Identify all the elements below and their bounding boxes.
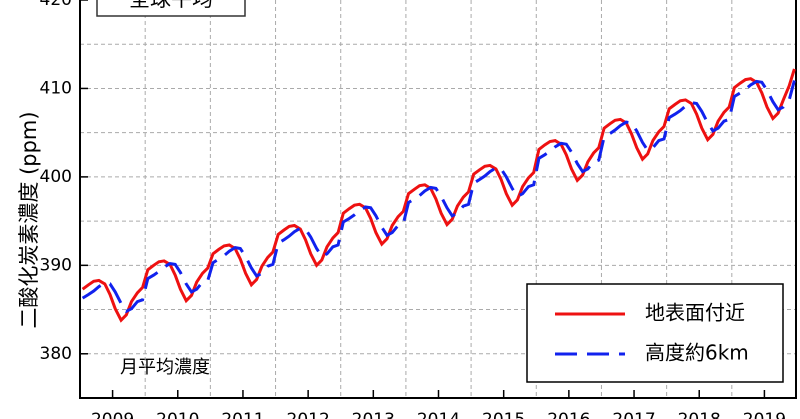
series-line: [81, 68, 796, 323]
legend-label: 高度約6km: [645, 341, 749, 365]
y-tick-label: 390: [40, 255, 72, 275]
x-tick-label: 2010: [156, 410, 199, 419]
x-tick-label: 2015: [482, 410, 525, 419]
y-tick-label: 410: [40, 78, 72, 98]
y-axis-label: 二酸化炭素濃度 (ppm): [17, 111, 41, 328]
legend-label: 地表面付近: [645, 301, 745, 325]
series-line: [81, 79, 796, 314]
x-tick-label: 2017: [612, 410, 655, 419]
x-tick-label: 2012: [287, 410, 330, 419]
y-tick-label: 420: [40, 0, 72, 10]
x-tick-label: 2014: [417, 410, 460, 419]
chart-title: 全球平均: [129, 0, 213, 11]
title-box: [96, 0, 246, 17]
y-tick-label: 400: [40, 167, 72, 187]
x-tick-label: 2018: [678, 410, 721, 419]
plot-frame: [79, 0, 797, 399]
x-tick-label: 2011: [221, 410, 264, 419]
legend-box: [526, 283, 784, 383]
x-tick-label: 2016: [547, 410, 590, 419]
y-tick-label: 380: [40, 344, 72, 364]
x-tick-label: 2019: [743, 410, 786, 419]
x-tick-label: 2009: [91, 410, 134, 419]
x-tick-label: 2013: [352, 410, 395, 419]
annotation: 月平均濃度: [120, 357, 210, 378]
